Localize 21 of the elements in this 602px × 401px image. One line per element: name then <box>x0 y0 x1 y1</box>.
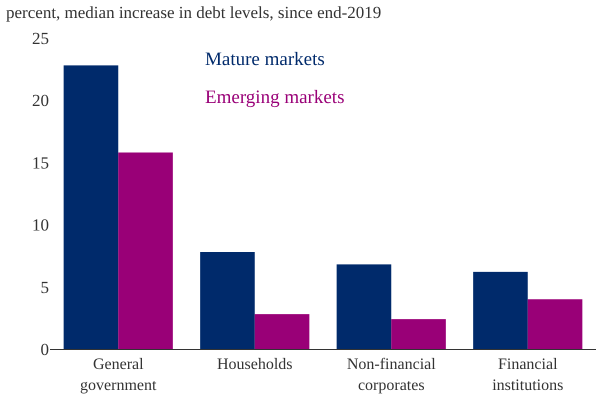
x-tick-label: Financial institutions <box>492 356 564 394</box>
y-tick-label: 5 <box>40 278 49 297</box>
y-tick-label: 10 <box>32 216 49 235</box>
bar <box>528 299 582 349</box>
bar <box>118 152 173 349</box>
bar <box>200 252 255 349</box>
chart-title: percent, median increase in debt levels, since end-2019 <box>6 2 382 22</box>
y-tick-label: 20 <box>32 91 49 110</box>
x-tick-label: General government <box>80 356 158 394</box>
bar <box>391 319 446 349</box>
y-tick-label: 25 <box>32 28 49 48</box>
bar <box>64 65 118 349</box>
bar <box>336 264 392 349</box>
bar <box>254 314 310 349</box>
x-tick-label: Households <box>216 356 293 374</box>
y-tick-label: 15 <box>32 153 49 172</box>
x-tick-label: Non-financial corporates <box>346 356 436 394</box>
y-tick-label: 0 <box>40 340 49 359</box>
text: Mature markets <box>205 49 325 70</box>
text: Emerging markets <box>205 87 344 108</box>
bar <box>473 272 528 349</box>
